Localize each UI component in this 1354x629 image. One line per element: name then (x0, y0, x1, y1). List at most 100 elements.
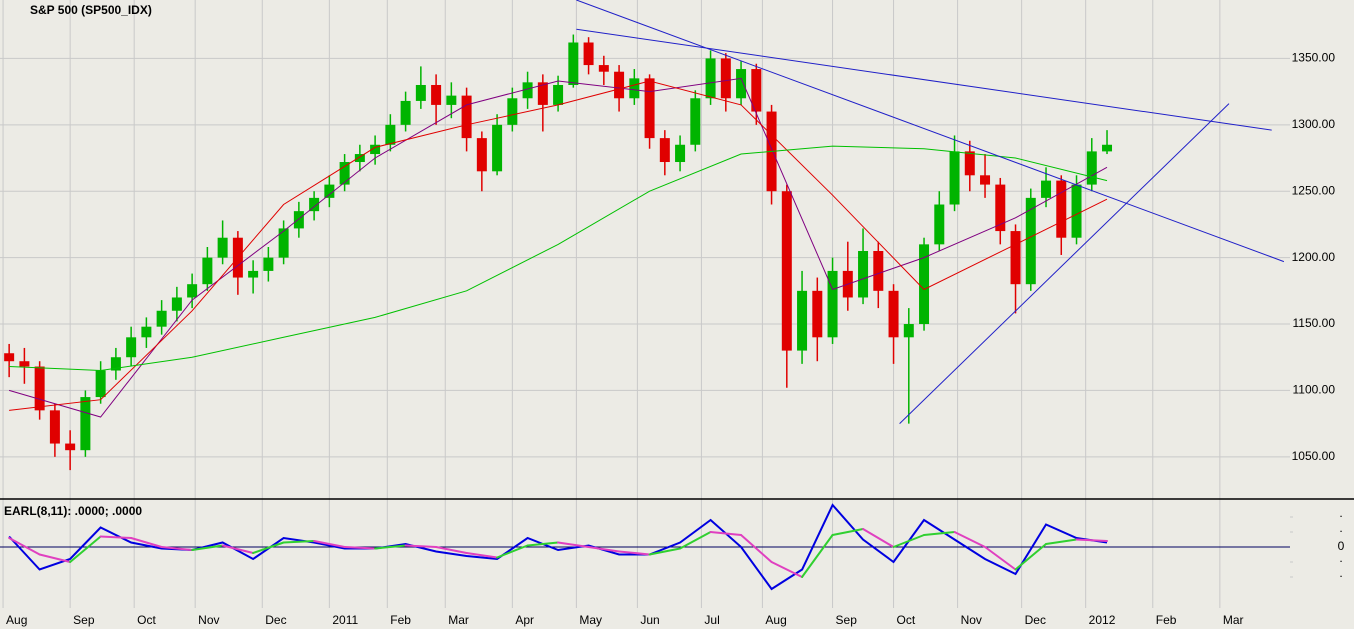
indicator-signal-segment (8, 537, 41, 556)
indicator-signal-segment (465, 552, 499, 559)
candle-body (385, 124, 396, 145)
candle-body (187, 284, 198, 298)
candle-body (964, 151, 975, 176)
candle-body (309, 197, 320, 212)
indicator-signal-segment (1075, 538, 1109, 542)
candle-body (263, 257, 274, 271)
candle-body (522, 82, 533, 99)
candle-body (202, 257, 213, 285)
candle-body (919, 244, 930, 325)
indicator-signal-segment (435, 546, 468, 554)
candle-body (614, 71, 625, 99)
candle-body (827, 270, 838, 338)
candle-body (888, 290, 899, 338)
indicator-signal-segment (38, 553, 72, 563)
trendline (576, 28, 1272, 131)
y-tick-label: 1350.00 (1292, 51, 1336, 65)
x-tick-label: Sep (836, 613, 858, 627)
trendline (899, 103, 1230, 424)
candle-body (797, 290, 808, 351)
indicator-signal-segment (679, 531, 712, 550)
indicator-signal-segment (343, 546, 377, 550)
indicator-signal-segment (892, 534, 926, 548)
x-tick-label: Dec (1025, 613, 1046, 627)
candle-body (354, 154, 365, 163)
indicator-signal-segment (130, 537, 163, 548)
y-tick-label: . (1339, 551, 1342, 565)
indicator-signal-segment (1014, 543, 1048, 571)
candle-body (507, 98, 518, 125)
candle-body (400, 100, 411, 125)
x-tick-label: 2012 (1089, 613, 1116, 627)
trendline (576, 0, 1285, 263)
candle-body (629, 78, 640, 99)
candle-body (1025, 197, 1036, 285)
candle-body (324, 184, 335, 198)
indicator-signal-segment (282, 540, 316, 544)
x-tick-label: Oct (897, 613, 916, 627)
indicator-signal-segment (313, 540, 346, 548)
indicator-signal-segment (923, 531, 956, 536)
candle-body (659, 138, 670, 163)
candle-body (736, 69, 747, 99)
candle-body (171, 297, 182, 311)
candle-body (1102, 144, 1113, 152)
y-tick-label: 1100.00 (1293, 383, 1336, 397)
candle-body (1010, 231, 1021, 285)
indicator-signal-segment (69, 535, 102, 563)
candle-body (583, 42, 594, 66)
marks (4, 0, 1285, 591)
candle-body (126, 337, 137, 358)
x-tick-label: 2011 (332, 613, 358, 627)
candle-body (156, 310, 167, 327)
indicator-signal-segment (404, 544, 438, 548)
candle-body (980, 175, 991, 185)
candle-body (720, 58, 731, 99)
indicator-signal-segment (862, 528, 895, 548)
chart-title: S&P 500 (SP500_IDX) (30, 3, 152, 17)
candle-body (110, 357, 121, 371)
candle-body (934, 204, 945, 245)
moving-average (8, 77, 1108, 418)
x-tick-label: Jun (640, 613, 659, 627)
candle-body (1086, 151, 1097, 185)
y-tick-label: . (1339, 506, 1342, 520)
candle-body (370, 144, 381, 155)
candle-body (4, 353, 15, 362)
candle-body (19, 361, 30, 367)
candle-body (80, 397, 91, 451)
candle-body (34, 366, 45, 411)
candle-body (751, 69, 762, 112)
candle-body (644, 78, 655, 139)
candle-body (949, 151, 960, 205)
candle-body (339, 162, 350, 185)
candle-body (95, 370, 106, 398)
y-tick-label: 1200.00 (1292, 250, 1336, 264)
x-tick-label: Sep (73, 613, 95, 627)
candle-body (858, 250, 869, 298)
x-tick-label: Aug (765, 613, 786, 627)
candle-body (65, 443, 76, 451)
x-tick-label: Dec (265, 613, 286, 627)
indicator-signal-segment (801, 534, 834, 578)
candle-body (1071, 184, 1082, 238)
candle-body (446, 95, 457, 105)
indicator-signal-segment (587, 546, 621, 553)
candle-body (415, 84, 426, 101)
indicator-signal-segment (99, 535, 133, 539)
indicator-signal-segment (252, 541, 285, 554)
y-tick-label: . (1339, 566, 1342, 580)
y-tick-label: . (1339, 521, 1342, 535)
x-tick-label: Nov (198, 613, 219, 627)
candle-body (1041, 180, 1052, 198)
indicator-signal-segment (191, 544, 224, 551)
y-tick-label: 1150.00 (1293, 316, 1336, 330)
candle-body (461, 95, 472, 139)
x-tick-label: Mar (448, 613, 469, 627)
indicator-signal-segment (221, 544, 255, 554)
candle-body (675, 144, 686, 163)
indicator-signal-segment (709, 531, 743, 536)
